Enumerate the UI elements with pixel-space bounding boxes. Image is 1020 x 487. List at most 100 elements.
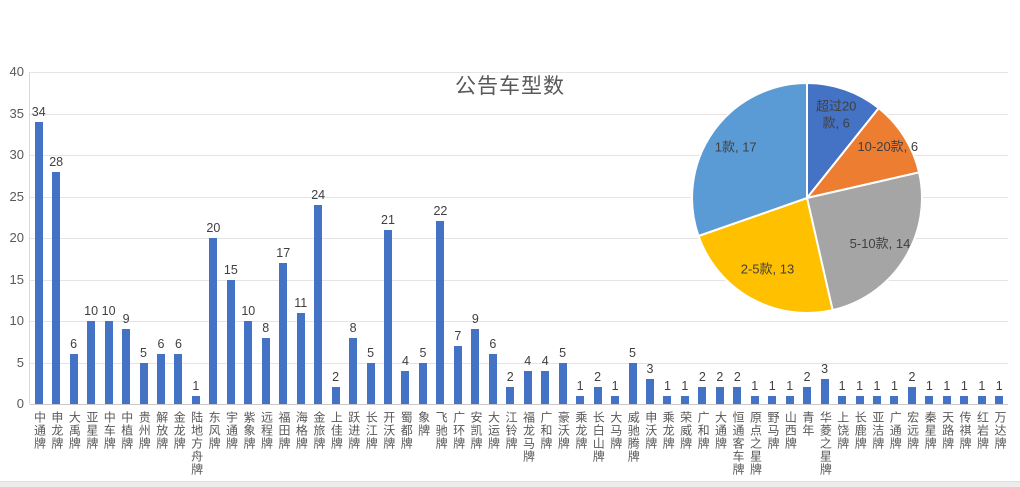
bar	[942, 395, 951, 404]
bar	[645, 379, 654, 404]
bar-category-text: 解放牌	[154, 411, 169, 450]
bar-category-label: 荣威牌	[676, 411, 693, 485]
bar	[995, 395, 1004, 404]
bar-category-label: 长江牌	[362, 411, 379, 485]
bar-category-label: 广通牌	[886, 411, 903, 485]
pie-slice-label: 5-10款, 14	[850, 236, 911, 251]
bar-value-label: 1	[943, 378, 951, 393]
bar-category-text: 远程牌	[259, 411, 274, 450]
bar-category-text: 万达牌	[992, 411, 1007, 450]
bar-category-text: 乘龙牌	[661, 411, 676, 450]
bar	[768, 395, 777, 404]
bar-category-label: 乘龙牌	[571, 411, 588, 485]
y-tick-label: 30	[9, 147, 24, 162]
bar	[209, 238, 218, 404]
bar-value-label: 1	[192, 378, 200, 393]
bar-value-label: 4	[402, 353, 409, 368]
bar-category-label: 海格牌	[292, 411, 309, 485]
bar-value-label: 5	[629, 345, 636, 360]
bar	[960, 395, 969, 404]
bar-category-text: 威驰腾牌	[626, 411, 641, 463]
bar-category-text: 上佳牌	[329, 411, 344, 450]
bar	[52, 171, 61, 404]
bar-value-label: 1	[873, 378, 881, 393]
bar-category-label: 大马牌	[606, 411, 623, 485]
bar	[156, 354, 165, 404]
bar-category-text: 宇通牌	[224, 411, 239, 450]
bar-value-label: 17	[276, 245, 291, 260]
bar-category-text: 海格牌	[294, 411, 309, 450]
bar-category-label: 广和牌	[536, 411, 553, 485]
bar	[907, 387, 916, 404]
bar	[733, 387, 742, 404]
bar-category-label: 宇通牌	[222, 411, 239, 485]
bar-category-label: 豪沃牌	[554, 411, 571, 485]
bar-category-label: 中车牌	[100, 411, 117, 485]
bar	[663, 395, 672, 404]
bar-category-label: 开沃牌	[379, 411, 396, 485]
bar-category-text: 福田牌	[276, 411, 291, 450]
bar-value-label: 2	[733, 370, 741, 385]
bar-value-label: 2	[908, 370, 916, 385]
bar	[715, 387, 724, 404]
bar-category-text: 广通牌	[888, 411, 903, 450]
bar-value-label: 3	[646, 362, 654, 377]
bar-category-text: 豪沃牌	[556, 411, 571, 450]
bar	[628, 362, 637, 404]
bar-value-label: 1	[891, 378, 898, 393]
bar-category-label: 申沃牌	[641, 411, 658, 485]
y-tick-label: 5	[16, 354, 24, 370]
bar-category-text: 长鹿牌	[853, 411, 868, 450]
bar	[384, 229, 393, 404]
bar-value-label: 5	[419, 345, 427, 360]
bar-category-label: 申龙牌	[47, 411, 64, 485]
bar	[296, 312, 305, 404]
bar-category-text: 大通牌	[713, 411, 728, 450]
bar-category-label: 金龙牌	[170, 411, 187, 485]
pie-slice-label: 10-20款, 6	[857, 139, 918, 154]
bar-value-label: 9	[122, 312, 130, 327]
chart-title: 公告车型数	[455, 75, 565, 98]
bar-category-label: 长鹿牌	[851, 411, 868, 485]
bar-category-text: 象牌	[416, 411, 431, 437]
bar-value-label: 1	[786, 378, 794, 393]
bar-category-label: 福田牌	[275, 411, 292, 485]
bar-value-label: 1	[925, 378, 933, 393]
bar-value-label: 2	[698, 370, 706, 385]
bar	[122, 329, 131, 404]
bar-category-label: 大禹牌	[65, 411, 82, 485]
bar-category-text: 广和牌	[538, 411, 553, 450]
bar	[244, 321, 253, 404]
bar	[314, 204, 323, 404]
bar-category-text: 长白山牌	[591, 411, 606, 463]
bar-category-text: 野马牌	[765, 411, 780, 450]
y-tick-label: 20	[9, 230, 24, 245]
bar-category-text: 金龙牌	[172, 411, 187, 450]
bar	[453, 345, 462, 404]
bar	[34, 121, 43, 404]
bar-category-label: 上饶牌	[833, 411, 850, 485]
bar-category-label: 秦星牌	[921, 411, 938, 485]
bar-category-text: 金旅牌	[311, 411, 326, 450]
pie-slice	[804, 106, 921, 200]
bar	[87, 321, 96, 404]
bar	[820, 379, 829, 404]
bar	[418, 362, 427, 404]
bar-category-label: 万达牌	[991, 411, 1008, 485]
bar	[279, 262, 288, 404]
bar-category-label: 江铃牌	[502, 411, 519, 485]
gridline	[30, 238, 1008, 239]
bar-category-label: 中植牌	[117, 411, 134, 485]
bar-category-text: 红岩牌	[975, 411, 990, 450]
bar-category-label: 远程牌	[257, 411, 274, 485]
y-tick-label: 10	[9, 313, 24, 328]
bar-value-label: 1	[751, 378, 759, 393]
bar-value-label: 1	[960, 378, 968, 393]
gridline	[30, 279, 1008, 281]
bar-value-label: 1	[663, 378, 671, 393]
bar-category-text: 安凯牌	[469, 411, 484, 450]
bar-value-label: 2	[716, 370, 724, 385]
bar-category-label: 野马牌	[764, 411, 781, 485]
bar-value-label: 1	[856, 378, 864, 393]
